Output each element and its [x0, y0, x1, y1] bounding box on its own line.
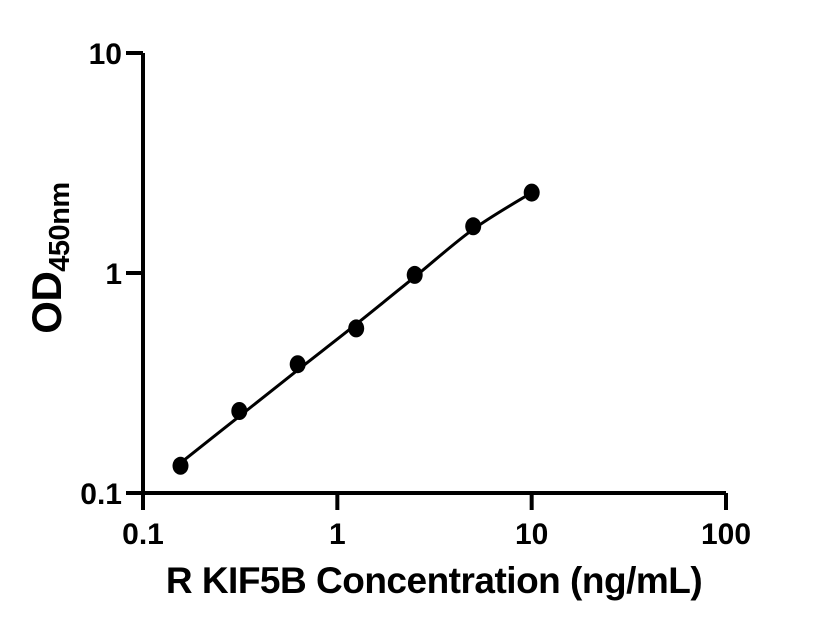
- data-point: [348, 319, 365, 338]
- data-point: [289, 355, 306, 374]
- x-axis-tick-label: 1: [329, 518, 346, 551]
- x-axis-title: R KIF5B Concentration (ng/mL): [165, 560, 703, 601]
- y-axis-tick-label: 1: [105, 258, 122, 291]
- x-axis-tick-label: 0.1: [122, 518, 164, 551]
- data-point: [523, 183, 540, 202]
- data-point: [231, 402, 248, 420]
- y-axis-tick-label: 0.1: [80, 478, 122, 511]
- y-axis-title-main: OD: [23, 271, 70, 334]
- x-axis-tick-label: 10: [515, 518, 548, 551]
- data-point: [465, 217, 482, 236]
- x-axis-tick-label: 100: [701, 518, 751, 551]
- data-point: [172, 456, 189, 475]
- data-point: [406, 265, 423, 284]
- y-axis-title: OD 450nm: [23, 182, 76, 334]
- y-axis-tick-label: 10: [89, 38, 122, 71]
- axes-spine: [141, 53, 726, 495]
- y-axis-title-subscript: 450nm: [44, 182, 76, 272]
